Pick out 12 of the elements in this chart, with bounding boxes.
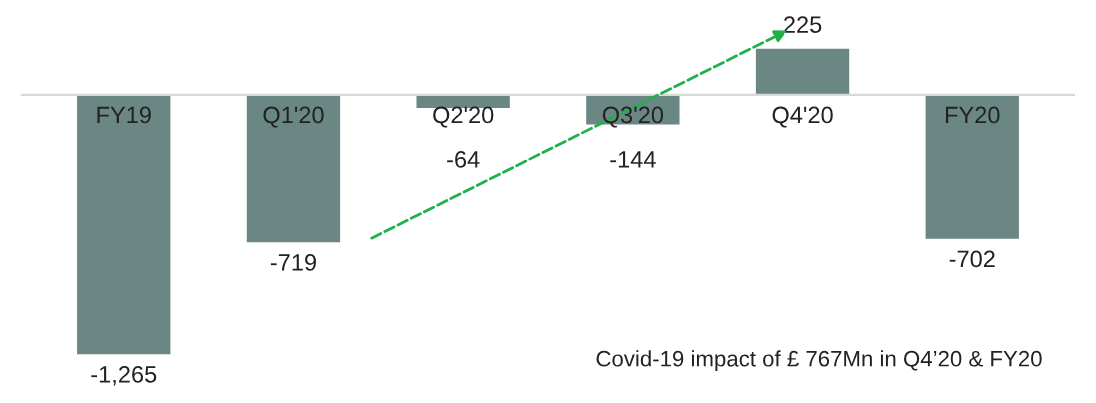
x-tick-label: Q4'20	[772, 106, 833, 128]
data-label: 225	[784, 16, 822, 33]
annotation: Covid-19 impact of £ 767Mn in Q4’20 & FY20	[596, 350, 1042, 371]
data-label: -1,265	[91, 365, 157, 386]
x-tick-label: Q2'20	[433, 106, 494, 128]
data-label: -64	[447, 151, 480, 168]
data-label: -702	[949, 250, 995, 268]
data-label: -144	[610, 151, 656, 168]
x-tick-label: FY20	[945, 106, 1000, 124]
data-label: -719	[270, 254, 316, 271]
x-tick-label: Q1'20	[263, 106, 324, 128]
x-tick-label: FY19	[97, 106, 151, 124]
